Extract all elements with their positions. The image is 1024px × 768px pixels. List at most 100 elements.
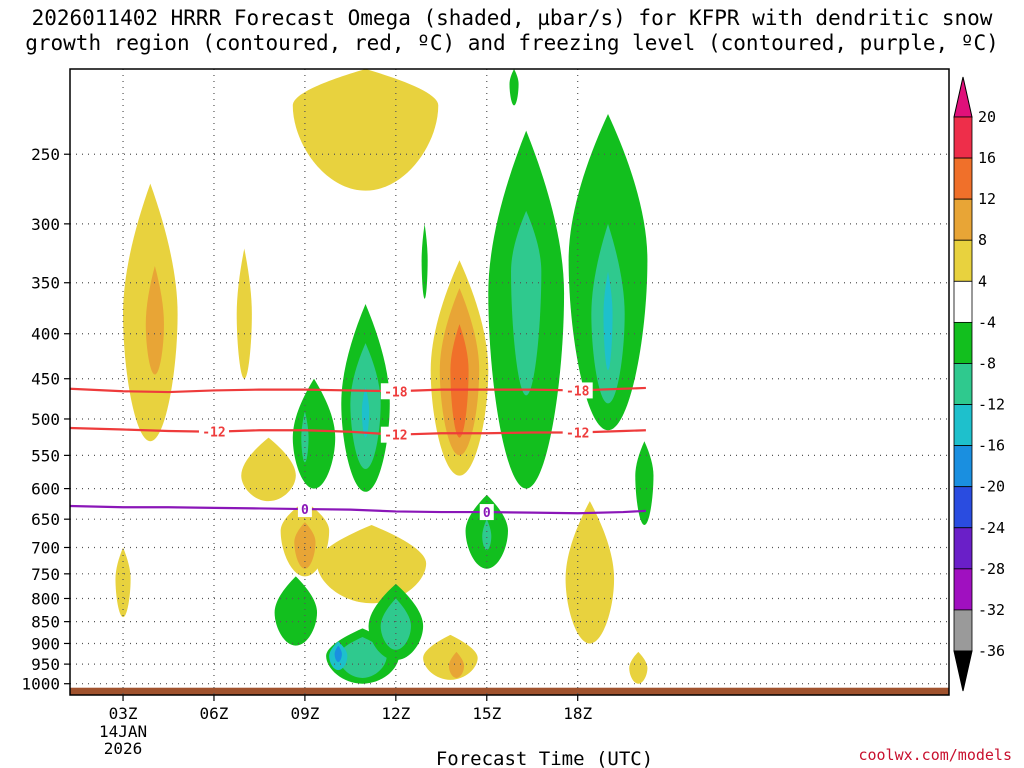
omega-area-pos4 <box>241 437 296 502</box>
title-line-2: growth region (contoured, red, ºC) and f… <box>25 31 999 55</box>
omega-area-neg8 <box>338 637 387 678</box>
x-tick-label: 15Z <box>472 704 501 723</box>
colorbar-segment <box>953 321 973 364</box>
y-tick-label: 900 <box>31 634 60 653</box>
colorbar-label: -16 <box>978 437 1005 455</box>
contour-label-bg <box>380 426 411 443</box>
y-tick-label: 500 <box>31 410 60 429</box>
colorbar-bottom-arrow <box>953 650 973 692</box>
contour-label: 0 <box>301 503 309 518</box>
colorbar-segment <box>953 527 973 570</box>
colorbar-top-arrow <box>953 76 973 118</box>
y-tick-label: 550 <box>31 446 60 465</box>
colorbar-label: -20 <box>978 478 1005 496</box>
x-tick-label: 12Z <box>381 704 410 723</box>
colorbar-label: -28 <box>978 560 1005 578</box>
y-tick-label: 400 <box>31 325 60 344</box>
colorbar-segment <box>953 280 973 323</box>
colorbar-label: -4 <box>978 313 996 331</box>
omega-shading <box>115 69 654 684</box>
y-tick-label: 450 <box>31 370 60 389</box>
colorbar-segment <box>953 445 973 488</box>
omega-area-neg16 <box>334 645 342 663</box>
y-tick-label: 850 <box>31 613 60 632</box>
omega-area-neg4 <box>509 69 519 106</box>
y-tick-label: 600 <box>31 480 60 499</box>
omega-area-pos12 <box>450 324 469 438</box>
contour-label-bg <box>479 504 494 521</box>
omega-area-pos4 <box>236 248 252 379</box>
plot-frame <box>69 68 950 696</box>
y-tick-label: 1000 <box>21 675 60 694</box>
x-axis-title: Forecast Time (UTC) <box>436 748 653 768</box>
contour-label: -18 <box>566 384 590 399</box>
omega-area-neg12 <box>361 387 370 438</box>
omega-area-neg8 <box>511 210 542 396</box>
x-tick-label: 06Z <box>200 704 229 723</box>
colorbar-segment <box>953 486 973 529</box>
y-tick-label: 250 <box>31 145 60 164</box>
colorbar-segment <box>953 404 973 447</box>
omega-area-pos4 <box>629 651 648 684</box>
contour-label-bg <box>297 501 312 518</box>
y-tick-label: 350 <box>31 274 60 293</box>
omega-area-neg8 <box>380 598 411 650</box>
omega-area-pos8 <box>145 266 164 375</box>
omega-area-pos8 <box>448 651 465 678</box>
contour-label: -18 <box>384 385 408 400</box>
colorbar-segment <box>953 568 973 611</box>
colorbar-segment <box>953 609 973 652</box>
y-tick-label: 650 <box>31 510 60 529</box>
omega-area-neg12 <box>603 271 613 371</box>
grid <box>70 69 949 695</box>
omega-area-neg4 <box>292 378 336 489</box>
colorbar-label: 8 <box>978 231 987 249</box>
colorbar: 20 16 12 8 4 -4 -8 -12 -16 -20 -24 -28 -32 -36 <box>953 76 1005 692</box>
omega-area-neg4 <box>421 223 428 299</box>
colorbar-label: -8 <box>978 354 996 372</box>
colorbar-segment <box>953 116 973 159</box>
y-tick-label: 300 <box>31 215 60 234</box>
omega-area-pos4 <box>423 634 478 680</box>
colorbar-label: 20 <box>978 108 996 126</box>
contour-label: -12 <box>384 429 407 444</box>
colorbar-segment <box>953 239 973 282</box>
contour-label: 0 <box>483 506 491 521</box>
omega-area-pos4 <box>292 69 439 191</box>
y-tick-label: 950 <box>31 655 60 674</box>
contour-label: -12 <box>566 426 589 441</box>
omega-area-neg8 <box>482 519 492 551</box>
colorbar-segment <box>953 363 973 405</box>
contour-label-bg <box>562 382 593 399</box>
x-tick-label: 09Z <box>290 704 319 723</box>
credit-text[interactable]: coolwx.com/models <box>858 746 1012 764</box>
colorbar-segment <box>953 198 973 241</box>
chart-title: 2026011402 HRRR Forecast Omega (shaded, … <box>0 6 1024 56</box>
contour-label: -12 <box>202 426 225 441</box>
colorbar-label: 4 <box>978 272 987 290</box>
contour-label-bg <box>380 383 411 400</box>
colorbar-label: 12 <box>978 190 996 208</box>
colorbar-label: -12 <box>978 396 1005 414</box>
colorbar-segment <box>953 157 973 200</box>
colorbar-label: -24 <box>978 519 1005 537</box>
colorbar-label: -32 <box>978 601 1005 619</box>
y-tick-label: 800 <box>31 589 60 608</box>
omega-area-pos4 <box>317 525 427 604</box>
contour-label-bg <box>198 423 229 440</box>
omega-area-neg8 <box>301 411 309 463</box>
terrain-bar <box>70 687 949 695</box>
colorbar-label: -36 <box>978 642 1005 660</box>
title-line-1: 2026011402 HRRR Forecast Omega (shaded, … <box>31 6 993 30</box>
y-tick-label: 700 <box>31 538 60 557</box>
colorbar-label: 16 <box>978 149 996 167</box>
omega-area-pos8 <box>294 522 316 569</box>
y-tick-label: 750 <box>31 565 60 584</box>
x-tick-label: 03Z <box>109 704 138 723</box>
x-tick-sublabel: 2026 <box>104 739 143 758</box>
x-tick-sublabel: 14JAN <box>99 722 147 741</box>
x-tick-label: 18Z <box>563 704 592 723</box>
contour-0C <box>70 504 646 515</box>
omega-area-neg4 <box>274 576 318 646</box>
contour-label-bg <box>562 424 593 441</box>
